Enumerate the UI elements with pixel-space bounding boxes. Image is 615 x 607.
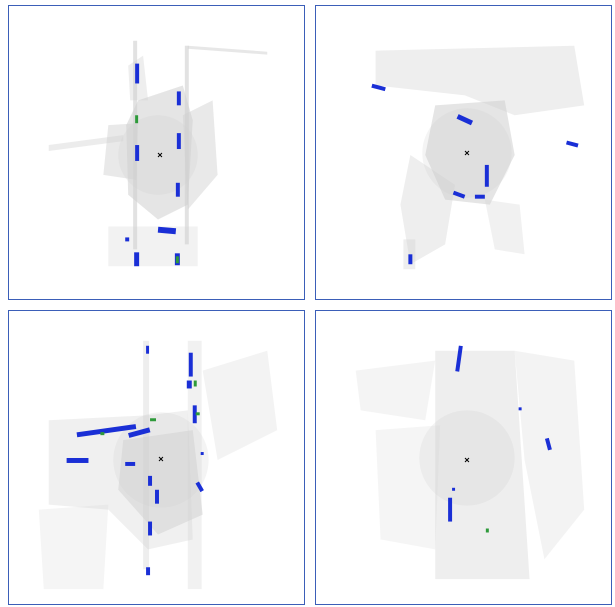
scan-panel-top-left [8,5,305,300]
detection-boxes [448,345,552,522]
point-cloud-view [355,345,585,580]
point-cloud [375,45,585,270]
point-cloud-view [371,45,585,270]
ego-marker [464,150,470,156]
point-cloud-view [48,40,268,267]
scan-panel-top-right [315,5,612,300]
point-cloud [355,350,585,580]
detection-boxes [371,83,579,265]
ego-marker [157,152,163,158]
scan-panel-bottom-right [315,310,612,605]
ground-truth-boxes [485,528,489,533]
ground-truth-boxes [135,115,179,264]
ego-marker [464,457,470,463]
point-cloud [38,340,278,590]
scan-panel-bottom-left [8,310,305,605]
point-cloud-view [38,340,278,590]
ground-truth-boxes [100,380,200,436]
detection-boxes [66,345,204,576]
ego-marker [158,456,164,462]
